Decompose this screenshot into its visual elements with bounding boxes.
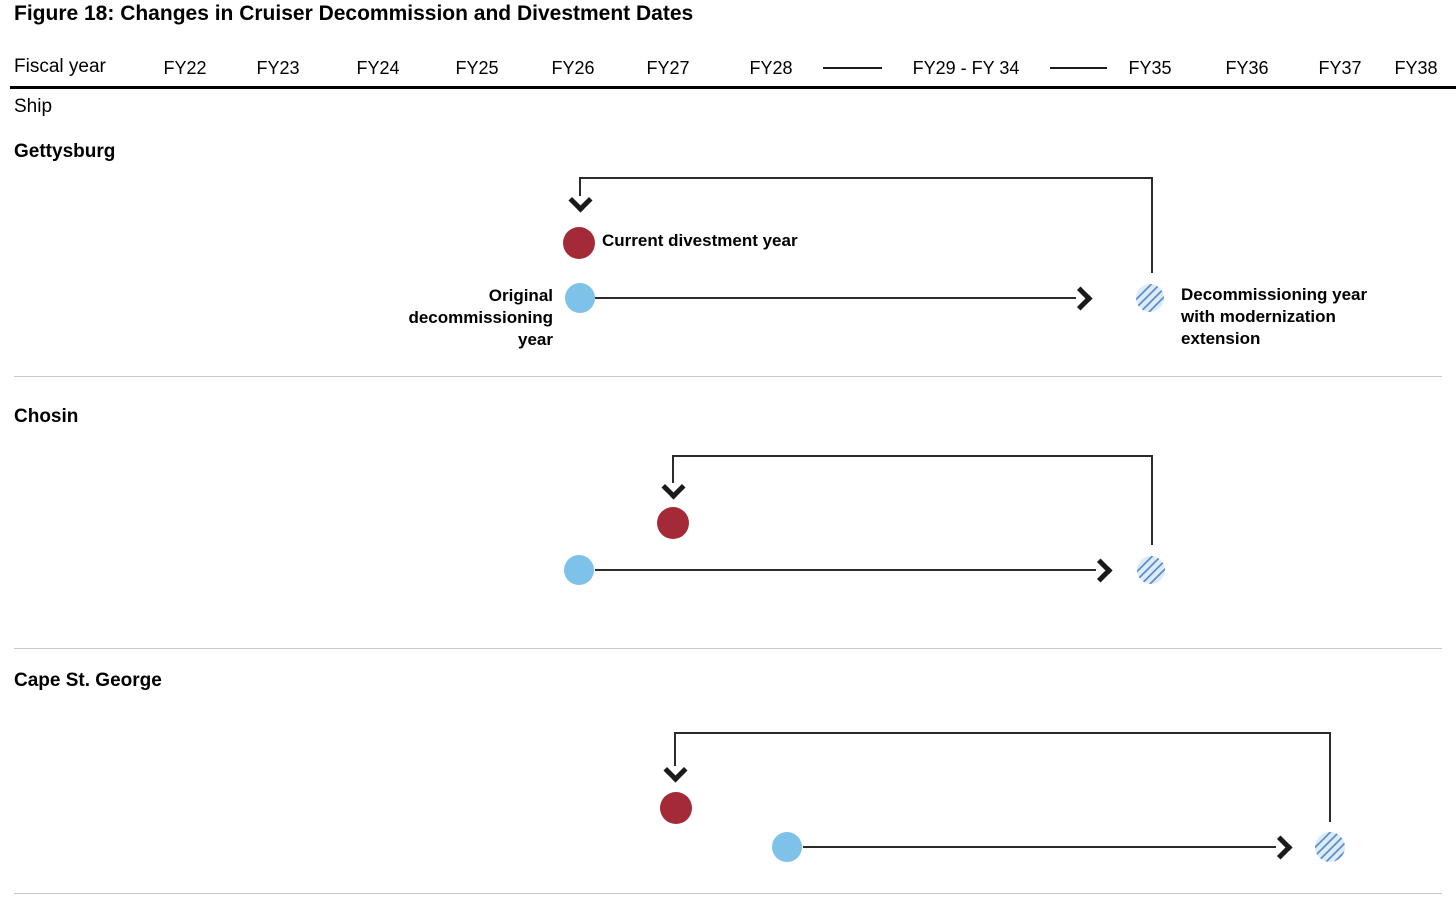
divestment-elbow-top-line [580, 177, 1152, 179]
divestment-elbow-right-line [1151, 177, 1153, 273]
modernization-extension-marker [1137, 556, 1165, 584]
divestment-elbow-left-line [672, 455, 674, 483]
fiscal-year-tick: FY26 [551, 58, 595, 78]
divestment-elbow-top-line [675, 732, 1330, 734]
original-decommissioning-marker [772, 832, 802, 862]
legend-modernization-extension-label: Decommissioning year with modernization ex… [1181, 285, 1368, 348]
divestment-arrowhead-icon [660, 474, 686, 500]
ship-name: Chosin [14, 406, 79, 427]
axis-break-line [823, 67, 882, 69]
original-decommissioning-marker [565, 283, 595, 313]
ship-column-label: Ship [14, 96, 53, 117]
divestment-elbow-right-line [1329, 732, 1331, 822]
divestment-arrowhead-icon [662, 757, 688, 783]
divestment-elbow-left-line [674, 732, 676, 766]
fiscal-year-tick: FY27 [646, 58, 690, 78]
fiscal-year-tick: FY35 [1128, 58, 1172, 78]
current-divestment-marker [657, 507, 689, 539]
shift-arrow-line [803, 846, 1276, 848]
axis-rule [10, 86, 1456, 89]
divestment-elbow-top-line [673, 455, 1152, 457]
ship-name: Cape St. George [14, 670, 162, 691]
shift-arrowhead-icon [1267, 834, 1293, 860]
row-divider [14, 893, 1442, 894]
fiscal-year-tick: FY37 [1318, 58, 1362, 78]
current-divestment-marker [563, 227, 595, 259]
fiscal-year-axis-label: Fiscal year [14, 56, 106, 77]
fiscal-year-tick: FY36 [1225, 58, 1269, 78]
fiscal-year-tick: FY28 [749, 58, 793, 78]
legend-current-divestment-label: Current divestment year [602, 231, 798, 250]
shift-arrowhead-icon [1067, 285, 1093, 311]
shift-arrow-line [595, 569, 1096, 571]
original-decommissioning-marker [564, 555, 594, 585]
current-divestment-marker [660, 792, 692, 824]
fiscal-year-tick: FY25 [455, 58, 499, 78]
shift-arrowhead-icon [1087, 557, 1113, 583]
modernization-extension-marker [1315, 832, 1345, 862]
modernization-extension-marker [1136, 284, 1164, 312]
divestment-elbow-left-line [579, 177, 581, 196]
divestment-arrowhead-icon [567, 187, 593, 213]
shift-arrow-line [595, 297, 1076, 299]
figure-title: Figure 18: Changes in Cruiser Decommissi… [14, 2, 694, 25]
ship-name: Gettysburg [14, 141, 116, 162]
fiscal-year-tick: FY29 - FY 34 [912, 58, 1020, 78]
axis-break-line [1050, 67, 1107, 69]
legend-original-decommissioning-label: Original decommissioning year [408, 286, 553, 349]
fiscal-year-tick: FY24 [356, 58, 400, 78]
fiscal-year-tick: FY38 [1394, 58, 1438, 78]
divestment-elbow-right-line [1151, 455, 1153, 545]
fiscal-year-tick: FY22 [163, 58, 207, 78]
row-divider [14, 376, 1442, 377]
row-divider [14, 648, 1442, 649]
fiscal-year-tick: FY23 [256, 58, 300, 78]
